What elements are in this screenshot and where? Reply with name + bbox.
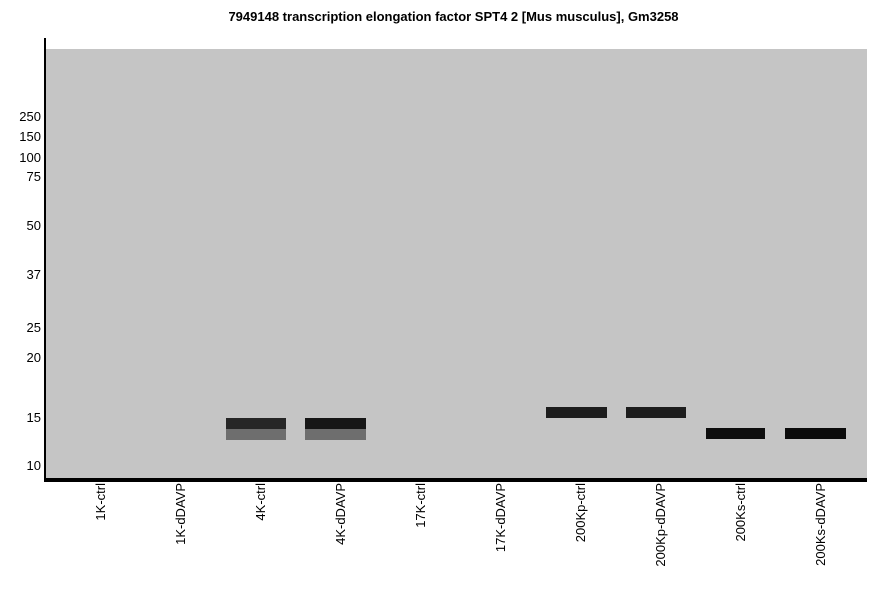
lane-label: 200Ks-ctrl [732,483,748,542]
lane-label: 17K-dDAVP [492,483,508,553]
y-axis-line [43,38,46,482]
mw-marker-label: 15 [26,409,41,425]
mw-marker-label: 10 [26,457,41,473]
mw-marker-label: 20 [26,349,41,365]
lane-label: 1K-dDAVP [172,483,188,545]
mw-marker-label: 100 [19,149,41,165]
gel-band [706,428,765,439]
lane-label: 4K-ctrl [252,483,268,521]
lane-label: 4K-dDAVP [332,483,348,545]
lane-label: 200Ks-dDAVP [812,483,828,566]
gel-band [226,418,286,429]
mw-marker-label: 50 [26,217,41,233]
gel-band [305,429,366,440]
lane-label: 1K-ctrl [92,483,108,521]
mw-marker-label: 150 [19,128,41,144]
mw-marker-label: 250 [19,108,41,124]
gel-band [226,429,286,440]
lane-label: 200Kp-ctrl [572,483,588,543]
mw-marker-label: 25 [26,319,41,335]
gel-band [785,428,846,439]
gel-area [46,49,867,478]
lane-label: 200Kp-dDAVP [652,483,668,567]
gel-band [305,418,366,429]
mw-marker-label: 75 [26,168,41,184]
chart-title: 7949148 transcription elongation factor … [228,9,679,24]
gel-band [546,407,607,418]
x-axis-line [43,478,867,482]
lane-label: 17K-ctrl [412,483,428,528]
mw-marker-label: 37 [26,266,41,282]
gel-band [626,407,686,418]
